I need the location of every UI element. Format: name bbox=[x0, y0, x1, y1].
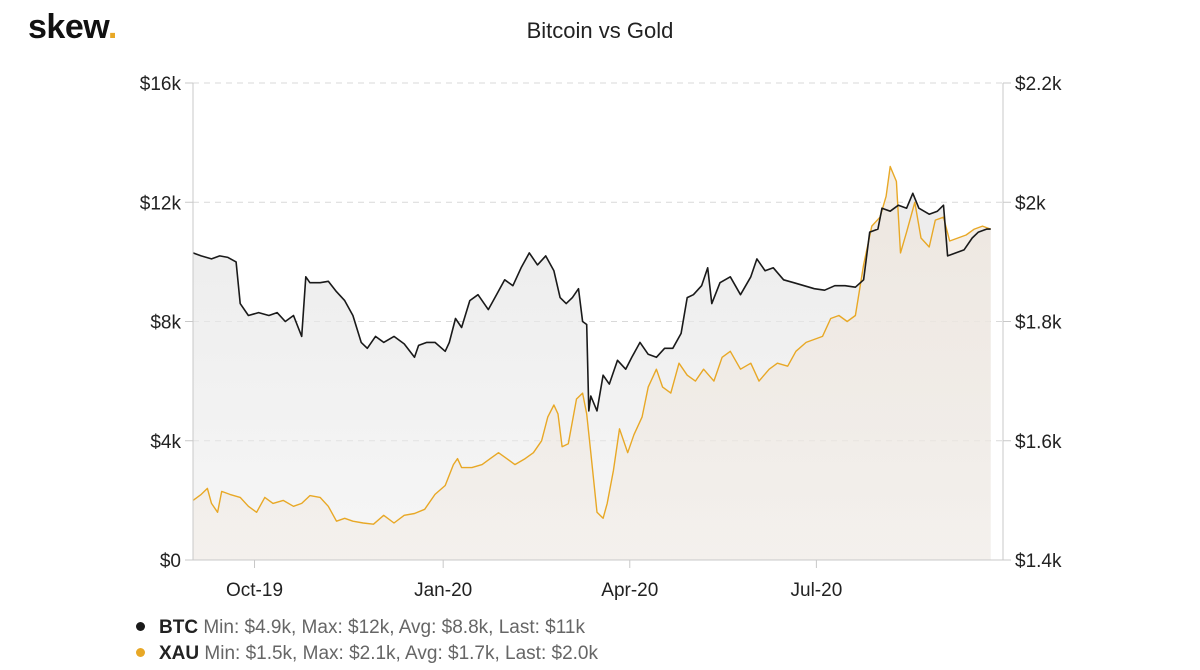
legend-dot-btc bbox=[136, 622, 145, 632]
x-tick-label: Jan-20 bbox=[414, 580, 472, 601]
axis-layer: $0 $4k $8k $12k $16k $1.4k $1.6k $1.8k $2k $2.2k O… bbox=[140, 74, 1062, 601]
y-tick-label-left: $16k bbox=[140, 74, 182, 95]
y-tick-label-right: $1.8k bbox=[1015, 313, 1062, 334]
legend-label-xau: XAU bbox=[159, 643, 200, 664]
y-tick-label-left: $0 bbox=[160, 551, 181, 572]
line-btc bbox=[192, 192, 991, 412]
brand-name: skew bbox=[28, 8, 108, 46]
x-tick-label: Oct-19 bbox=[226, 580, 283, 601]
x-tick-label: Jul-20 bbox=[791, 580, 843, 601]
x-tick-label: Apr-20 bbox=[601, 580, 658, 601]
y-tick-label-right: $1.6k bbox=[1015, 432, 1062, 453]
legend-stats-xau: Min: $1.5k, Max: $2.1k, Avg: $1.7k, Last… bbox=[204, 643, 598, 664]
line-layer bbox=[192, 165, 991, 525]
legend-dot-xau bbox=[136, 648, 145, 658]
y-tick-label-right: $1.4k bbox=[1015, 551, 1062, 572]
y-tick-label-left: $4k bbox=[150, 432, 181, 453]
brand-dot: . bbox=[107, 8, 117, 46]
legend-label-btc: BTC bbox=[159, 617, 199, 638]
y-tick-label-left: $8k bbox=[150, 313, 181, 334]
brand-logo: skew. bbox=[28, 8, 117, 47]
legend-item-btc[interactable]: BTC Min: $4.9k, Max: $12k, Avg: $8.8k, L… bbox=[136, 615, 598, 641]
legend-stats-btc: Min: $4.9k, Max: $12k, Avg: $8.8k, Last:… bbox=[203, 617, 585, 638]
area-xau bbox=[193, 166, 991, 560]
line-xau bbox=[192, 165, 991, 525]
y-tick-label-right: $2k bbox=[1015, 193, 1046, 214]
legend-item-xau[interactable]: XAU Min: $1.5k, Max: $2.1k, Avg: $1.7k, … bbox=[136, 641, 598, 667]
y-tick-label-right: $2.2k bbox=[1015, 74, 1062, 95]
legend: BTC Min: $4.9k, Max: $12k, Avg: $8.8k, L… bbox=[136, 615, 598, 667]
chart-title: Bitcoin vs Gold bbox=[526, 18, 674, 43]
area-layer bbox=[193, 166, 991, 561]
y-tick-label-left: $12k bbox=[140, 193, 182, 214]
